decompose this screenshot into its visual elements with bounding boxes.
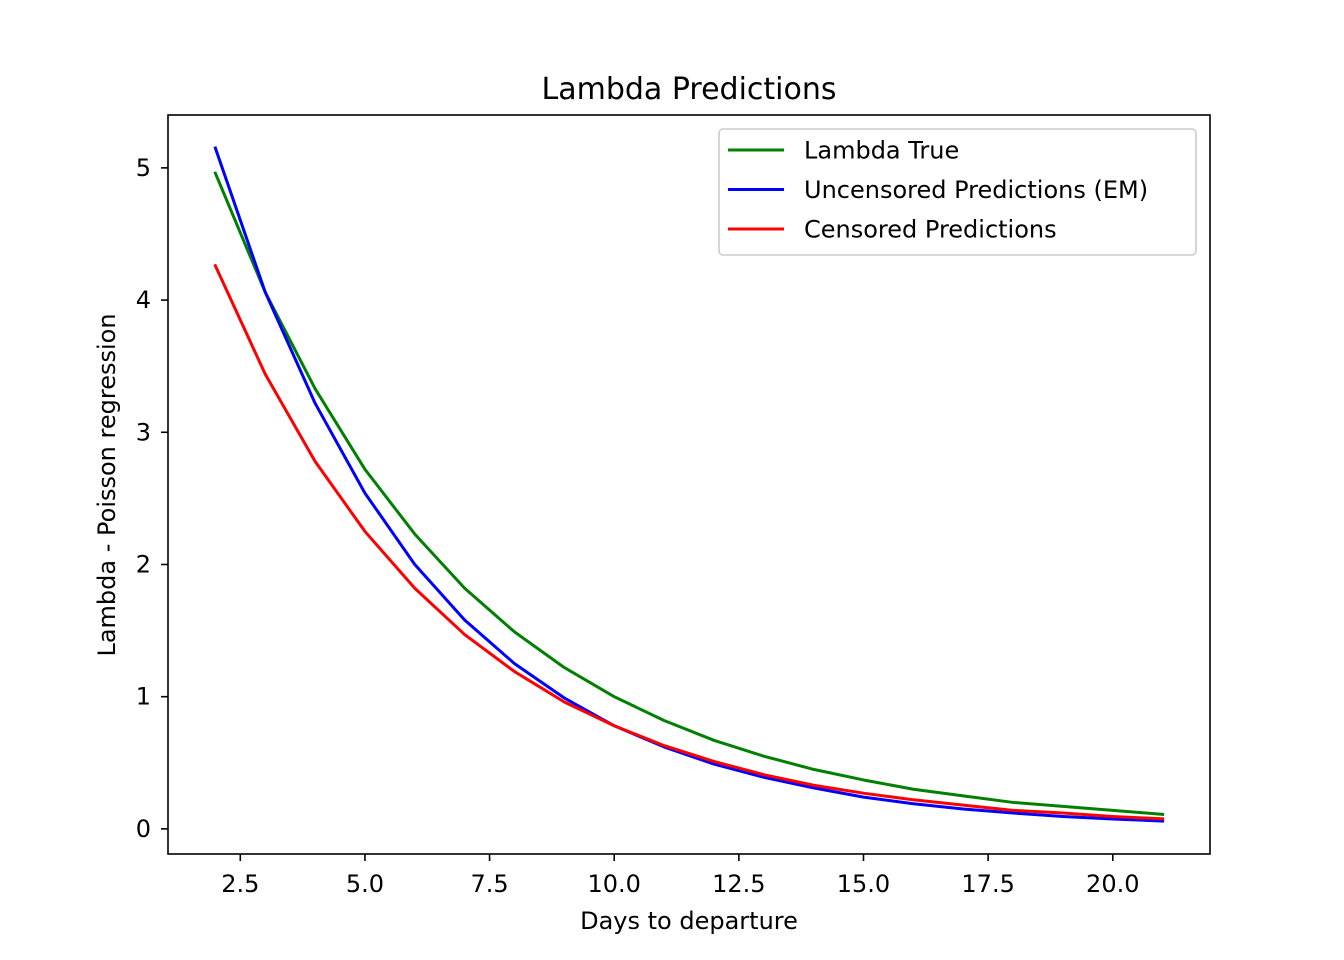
y-tick-label: 2 <box>136 550 151 578</box>
y-tick-label: 3 <box>136 418 151 446</box>
x-tick-label: 17.5 <box>961 870 1014 898</box>
y-tick-label: 4 <box>136 286 151 314</box>
x-tick-label: 12.5 <box>712 870 765 898</box>
series-line-2 <box>213 263 1165 821</box>
y-tick-label: 5 <box>136 154 151 182</box>
y-tick-label: 0 <box>136 815 151 843</box>
series-line-1 <box>213 146 1165 823</box>
y-tick-label: 1 <box>136 683 151 711</box>
x-tick-label: 5.0 <box>346 870 384 898</box>
legend: Lambda True Uncensored Predictions (EM) Ce… <box>718 128 1197 256</box>
legend-label-1: Uncensored Predictions (EM) <box>804 176 1148 204</box>
x-tick-label: 10.0 <box>587 870 640 898</box>
x-axis-label: Days to departure <box>580 907 798 935</box>
x-tick-label: 7.5 <box>470 870 508 898</box>
legend-box <box>718 128 1197 256</box>
series-line-0 <box>213 171 1165 816</box>
x-tick-label: 15.0 <box>837 870 890 898</box>
x-tick-label: 20.0 <box>1086 870 1139 898</box>
series-lines <box>213 146 1165 823</box>
legend-label-2: Censored Predictions <box>804 216 1057 244</box>
legend-label-0: Lambda True <box>804 137 959 165</box>
axes-frame <box>167 114 1211 855</box>
axes: 2.5 5.0 7.5 10.0 12.5 15.0 17.5 20.0 0 1 2 3 4 5 <box>136 114 1211 898</box>
y-axis-label: Lambda - Poisson regression <box>93 313 121 656</box>
x-tick-label: 2.5 <box>221 870 259 898</box>
chart-title: Lambda Predictions <box>542 72 837 107</box>
